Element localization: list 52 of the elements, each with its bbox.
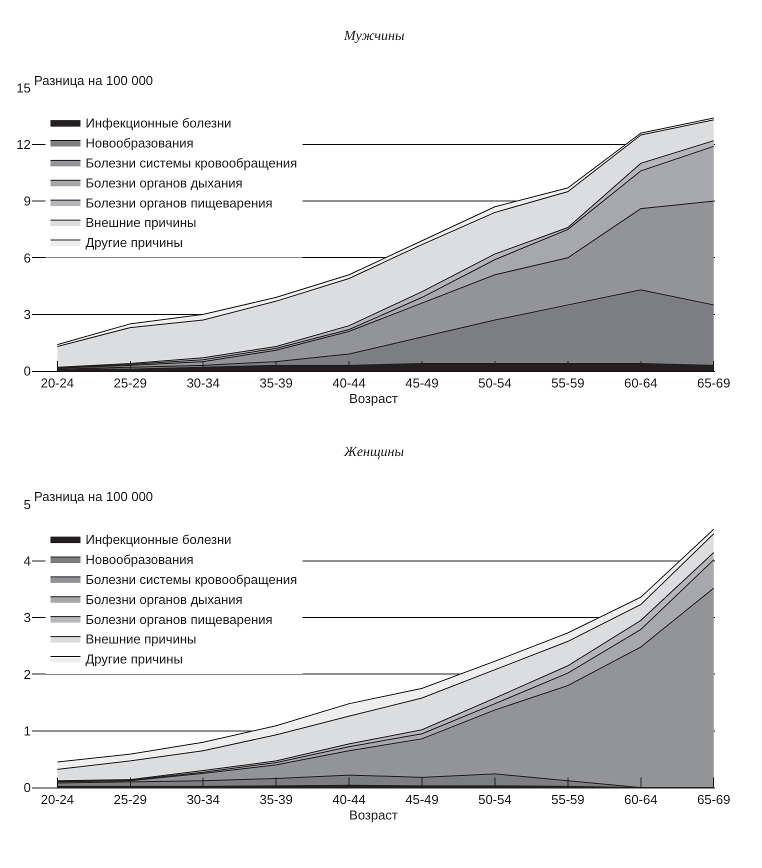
- x-tick-label: 30-34: [186, 792, 220, 808]
- x-tick-label: 35-39: [260, 792, 293, 808]
- chart-title: Мужчины: [343, 29, 404, 44]
- legend-label: Болезни системы кровообращения: [85, 572, 298, 587]
- legend-label: Болезни органов пищеварения: [85, 195, 273, 210]
- legend-label: Болезни системы кровообращения: [85, 155, 298, 170]
- x-tick-label: 25-29: [114, 792, 147, 808]
- x-tick-label: 50-54: [478, 376, 512, 391]
- y-tick-label: 6: [24, 250, 31, 266]
- legend-label: Инфекционные болезни: [85, 532, 232, 548]
- x-tick-label: 60-64: [624, 376, 658, 391]
- y-tick-label: 3: [24, 306, 31, 322]
- y-tick-label: 0: [24, 780, 31, 796]
- x-tick-label: 55-59: [551, 792, 584, 808]
- y-tick-label: 9: [24, 194, 31, 209]
- y-tick-label: 4: [24, 553, 31, 568]
- legend-label: Новообразования: [85, 136, 194, 151]
- y-tick-label: 12: [16, 136, 31, 152]
- x-tick-label: 65-69: [697, 376, 730, 391]
- legend-label: Другие причины: [85, 235, 183, 250]
- legend-label: Внешние причины: [85, 632, 196, 647]
- x-tick-label: 30-34: [186, 376, 220, 391]
- x-tick-label: 50-54: [478, 792, 512, 808]
- y-axis-title: Разница на 100 000: [34, 73, 154, 88]
- x-tick-label: 20-24: [40, 792, 74, 808]
- x-tick-label: 45-49: [405, 792, 439, 808]
- x-tick-label: 40-44: [332, 792, 366, 808]
- y-tick-label: 2: [24, 666, 31, 682]
- x-tick-label: 35-39: [260, 376, 293, 391]
- legend-label: Болезни органов пищеварения: [85, 612, 273, 627]
- x-tick-label: 65-69: [697, 792, 730, 808]
- x-tick-label: 25-29: [114, 376, 147, 391]
- x-tick-label: 45-49: [405, 376, 439, 391]
- y-tick-label: 0: [24, 364, 31, 379]
- legend-label: Болезни органов дыхания: [85, 175, 243, 190]
- legend-label: Внешние причины: [85, 215, 196, 230]
- x-tick-label: 60-64: [624, 792, 658, 808]
- legend-label: Другие причины: [85, 652, 183, 667]
- x-axis-title: Возраст: [349, 808, 398, 823]
- y-axis-title: Разница на 100 000: [34, 489, 154, 504]
- legend-label: Новообразования: [85, 552, 194, 568]
- x-tick-label: 55-59: [551, 376, 584, 391]
- x-tick-label: 20-24: [40, 376, 74, 391]
- legend-label: Инфекционные болезни: [85, 116, 232, 131]
- y-tick-label: 1: [24, 723, 31, 738]
- y-tick-label: 5: [24, 496, 31, 512]
- y-tick-label: 3: [24, 610, 31, 626]
- x-tick-label: 40-44: [332, 376, 366, 391]
- y-tick-label: 15: [16, 80, 31, 96]
- legend-label: Болезни органов дыхания: [85, 592, 243, 607]
- chart-title: Женщины: [343, 445, 404, 460]
- x-axis-title: Возраст: [349, 391, 398, 406]
